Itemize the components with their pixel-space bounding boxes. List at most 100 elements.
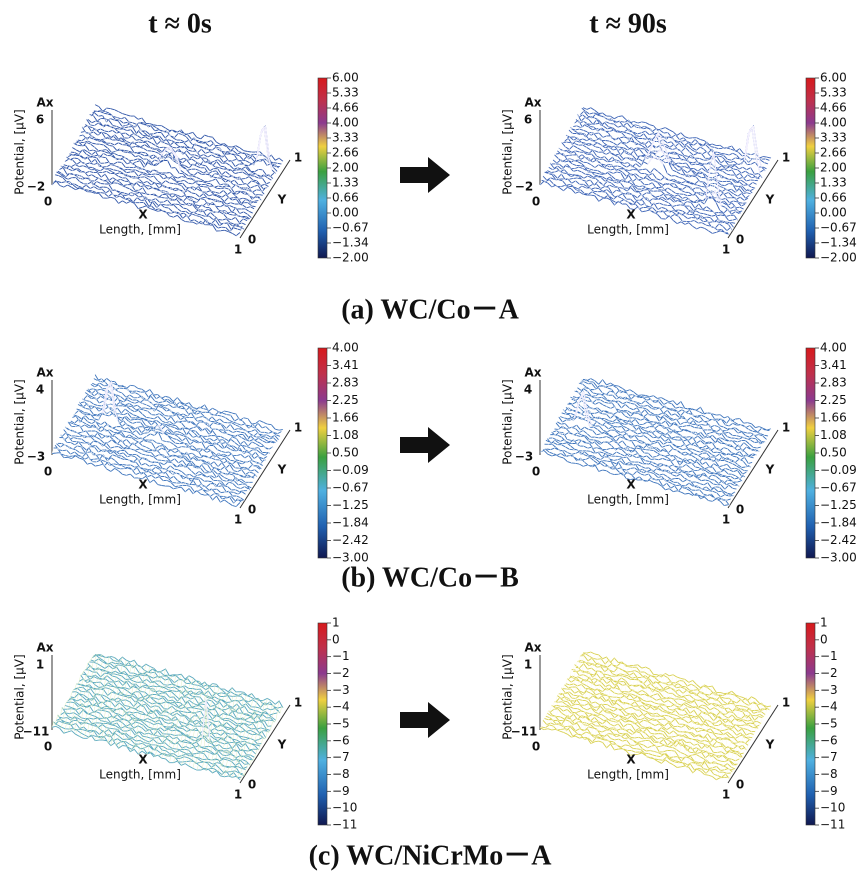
z-label: Potential, [μV] — [501, 654, 515, 739]
surface-mesh — [52, 375, 283, 507]
colorbar-label: 1 — [332, 616, 340, 630]
colorbar — [318, 623, 327, 825]
x-name: X — [626, 478, 636, 492]
x-end: 1 — [722, 243, 730, 257]
y-origin: 0 — [248, 778, 256, 792]
colorbar-label: 4.00 — [820, 341, 847, 355]
z-min: −2 — [27, 180, 45, 194]
z-max: 6 — [36, 113, 44, 127]
z-label: Potential, [μV] — [13, 109, 27, 194]
x-label: Length, [mm] — [587, 493, 669, 507]
colorbar-label: 2.00 — [332, 161, 359, 175]
x-label: Length, [mm] — [587, 223, 669, 237]
arrow — [400, 427, 450, 463]
colorbar-label: 4.66 — [820, 101, 847, 115]
colorbar-label: −1.84 — [332, 516, 369, 530]
y-name: Y — [765, 193, 775, 207]
z-name: Ax — [524, 366, 541, 380]
colorbar-label: 1.66 — [332, 411, 359, 425]
colorbar-label: −10 — [332, 801, 357, 815]
colorbar-label: 5.33 — [820, 86, 847, 100]
colorbar-label: −0.09 — [332, 463, 369, 477]
colorbar-label: 1.66 — [820, 411, 847, 425]
colorbar-label: 1.33 — [820, 176, 847, 190]
y-origin: 0 — [736, 778, 744, 792]
z-max: 4 — [36, 383, 44, 397]
y-origin: 0 — [736, 233, 744, 247]
colorbar-label: −2.00 — [332, 251, 369, 265]
colorbar-label: −8 — [820, 767, 838, 781]
z-name: Ax — [36, 641, 53, 655]
z-label: Potential, [μV] — [13, 654, 27, 739]
colorbar-label: 1 — [820, 616, 828, 630]
surface-mesh — [540, 108, 771, 234]
caption: (b) WC/Co－B — [341, 562, 519, 593]
colorbar-label: −2.00 — [820, 251, 857, 265]
colorbar-label: −0.67 — [820, 221, 857, 235]
colorbar-label: −1.25 — [820, 498, 857, 512]
x-name: X — [138, 208, 148, 222]
colorbar-label: 2.00 — [820, 161, 847, 175]
z-name: Ax — [36, 96, 53, 110]
colorbar-label: 6.00 — [820, 71, 847, 85]
y-origin: 0 — [248, 233, 256, 247]
colorbar-label: 0.00 — [820, 206, 847, 220]
z-name: Ax — [524, 96, 541, 110]
colorbar-label: 3.33 — [820, 131, 847, 145]
colorbar-label: 0 — [332, 632, 340, 646]
colorbar-label: −0.09 — [820, 463, 857, 477]
z-min: −11 — [23, 725, 50, 739]
colorbar-label: 2.25 — [820, 393, 847, 407]
colorbar-label: −2 — [820, 666, 838, 680]
colorbar-label: 6.00 — [332, 71, 359, 85]
y-end: 1 — [294, 421, 302, 435]
x-origin: 0 — [532, 465, 540, 479]
colorbar-label: 1.33 — [332, 176, 359, 190]
y-end: 1 — [782, 151, 790, 165]
colorbar — [806, 348, 815, 558]
x-origin: 0 — [44, 465, 52, 479]
colorbar — [806, 78, 815, 258]
x-name: X — [626, 208, 636, 222]
surface-plot: Ax1−11Potential, [μV]0XLength, [mm]10Y11… — [13, 616, 358, 832]
y-name: Y — [277, 193, 287, 207]
z-label: Potential, [μV] — [13, 379, 27, 464]
colorbar-label: 2.66 — [820, 146, 847, 160]
colorbar-label: 2.66 — [332, 146, 359, 160]
colorbar-label: −5 — [332, 717, 350, 731]
x-origin: 0 — [44, 740, 52, 754]
colorbar-label: 1.08 — [820, 428, 847, 442]
colorbar-label: −7 — [332, 750, 350, 764]
colorbar-label: −3 — [332, 683, 350, 697]
colorbar-label: −1.34 — [332, 236, 369, 250]
colorbar-label: −0.67 — [820, 481, 857, 495]
surface-plot: Ax1−11Potential, [μV]0XLength, [mm]10Y11… — [501, 616, 846, 832]
colorbar-label: −11 — [820, 818, 845, 832]
colorbar — [806, 623, 815, 825]
colorbar-label: 1.08 — [332, 428, 359, 442]
x-end: 1 — [234, 788, 242, 802]
x-label: Length, [mm] — [587, 768, 669, 782]
colorbar-label: 0.00 — [332, 206, 359, 220]
arrow — [400, 702, 450, 738]
x-label: Length, [mm] — [99, 768, 181, 782]
z-label: Potential, [μV] — [501, 109, 515, 194]
colorbar-label: 4.00 — [332, 116, 359, 130]
colorbar-label: −8 — [332, 767, 350, 781]
colorbar-label: −11 — [332, 818, 357, 832]
colorbar-label: −9 — [820, 784, 838, 798]
x-name: X — [138, 478, 148, 492]
surface-plot: Ax6−2Potential, [μV]0XLength, [mm]10Y16.… — [13, 71, 369, 265]
colorbar — [318, 78, 327, 258]
y-name: Y — [277, 463, 287, 477]
colorbar-label: −3.00 — [820, 551, 857, 565]
x-end: 1 — [234, 243, 242, 257]
y-end: 1 — [782, 696, 790, 710]
colorbar-label: 4.66 — [332, 101, 359, 115]
x-end: 1 — [722, 788, 730, 802]
colorbar-label: −10 — [820, 801, 845, 815]
colorbar-label: −1.25 — [332, 498, 369, 512]
y-origin: 0 — [736, 503, 744, 517]
